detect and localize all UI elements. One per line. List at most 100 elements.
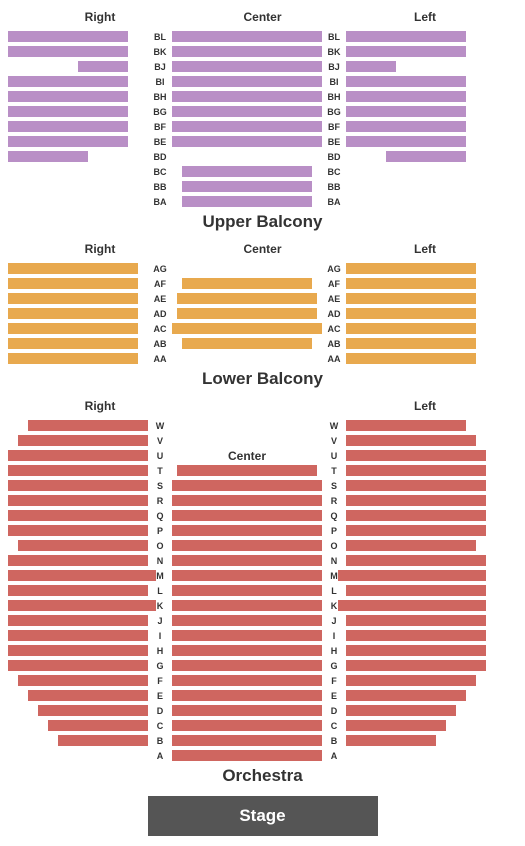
seat-block-center[interactable] [172, 585, 322, 596]
seat-block-center[interactable] [182, 181, 312, 192]
seat-block-center[interactable] [177, 465, 317, 476]
seat-block-center[interactable] [172, 570, 322, 581]
seat-block-left[interactable] [346, 338, 476, 349]
seat-block-center[interactable] [172, 660, 322, 671]
seat-block-right[interactable] [8, 106, 128, 117]
seat-block-center[interactable] [172, 600, 322, 611]
seat-block-center[interactable] [172, 480, 322, 491]
seat-block-right[interactable] [8, 555, 148, 566]
seat-block-left[interactable] [346, 675, 476, 686]
seat-block-left[interactable] [346, 91, 466, 102]
seat-block-center[interactable] [172, 495, 322, 506]
seat-block-left[interactable] [386, 151, 466, 162]
seat-block-left[interactable] [346, 555, 486, 566]
seat-block-left[interactable] [346, 76, 466, 87]
seat-block-left[interactable] [346, 323, 476, 334]
seat-block-center[interactable] [172, 735, 322, 746]
seat-block-left[interactable] [346, 690, 466, 701]
seat-block-left[interactable] [346, 263, 476, 274]
seat-block-left[interactable] [346, 540, 476, 551]
seat-block-left[interactable] [346, 136, 466, 147]
seat-block-left[interactable] [346, 61, 396, 72]
seat-block-left[interactable] [346, 720, 446, 731]
seat-block-center[interactable] [172, 61, 322, 72]
seat-block-right[interactable] [8, 495, 148, 506]
seat-block-right[interactable] [8, 600, 156, 611]
seat-block-left[interactable] [346, 293, 476, 304]
seat-block-right[interactable] [8, 615, 148, 626]
seat-block-center[interactable] [172, 690, 322, 701]
seat-block-left[interactable] [346, 630, 486, 641]
seat-block-center[interactable] [172, 136, 322, 147]
seat-block-center[interactable] [172, 675, 322, 686]
seat-block-right[interactable] [8, 308, 138, 319]
seat-block-right[interactable] [8, 338, 138, 349]
seat-block-center[interactable] [172, 705, 322, 716]
seat-block-right[interactable] [8, 570, 156, 581]
seat-block-center[interactable] [172, 46, 322, 57]
seat-block-right[interactable] [8, 450, 148, 461]
seat-block-left[interactable] [346, 480, 486, 491]
seat-block-right[interactable] [78, 61, 128, 72]
seat-block-right[interactable] [18, 435, 148, 446]
seat-block-left[interactable] [346, 121, 466, 132]
seat-block-center[interactable] [172, 645, 322, 656]
seat-block-right[interactable] [28, 690, 148, 701]
seat-block-center[interactable] [177, 308, 317, 319]
seat-block-right[interactable] [18, 675, 148, 686]
seat-block-left[interactable] [338, 600, 486, 611]
seat-block-left[interactable] [346, 510, 486, 521]
seat-block-left[interactable] [346, 705, 456, 716]
seat-block-center[interactable] [172, 525, 322, 536]
seat-block-center[interactable] [172, 31, 322, 42]
seat-block-right[interactable] [8, 278, 138, 289]
seat-block-right[interactable] [8, 585, 148, 596]
seat-block-right[interactable] [28, 420, 148, 431]
seat-block-right[interactable] [8, 263, 138, 274]
seat-block-left[interactable] [346, 615, 486, 626]
seat-block-left[interactable] [346, 465, 486, 476]
seat-block-right[interactable] [18, 540, 148, 551]
seat-block-center[interactable] [172, 106, 322, 117]
seat-block-right[interactable] [8, 46, 128, 57]
seat-block-right[interactable] [8, 510, 148, 521]
seat-block-center[interactable] [172, 750, 322, 761]
seat-block-center[interactable] [172, 615, 322, 626]
seat-block-right[interactable] [8, 76, 128, 87]
seat-block-center[interactable] [172, 720, 322, 731]
seat-block-right[interactable] [8, 31, 128, 42]
seat-block-left[interactable] [338, 570, 486, 581]
seat-block-right[interactable] [8, 353, 138, 364]
seat-block-center[interactable] [182, 166, 312, 177]
seat-block-left[interactable] [346, 645, 486, 656]
seat-block-right[interactable] [8, 91, 128, 102]
seat-block-center[interactable] [172, 76, 322, 87]
seat-block-right[interactable] [8, 480, 148, 491]
seat-block-right[interactable] [8, 136, 128, 147]
seat-block-center[interactable] [172, 540, 322, 551]
seat-block-right[interactable] [48, 720, 148, 731]
seat-block-left[interactable] [346, 525, 486, 536]
seat-block-left[interactable] [346, 495, 486, 506]
seat-block-center[interactable] [172, 630, 322, 641]
seat-block-left[interactable] [346, 46, 466, 57]
seat-block-center[interactable] [172, 91, 322, 102]
seat-block-left[interactable] [346, 450, 486, 461]
seat-block-right[interactable] [38, 705, 148, 716]
seat-block-left[interactable] [346, 420, 466, 431]
seat-block-center[interactable] [182, 278, 312, 289]
seat-block-right[interactable] [58, 735, 148, 746]
seat-block-center[interactable] [172, 510, 322, 521]
seat-block-right[interactable] [8, 121, 128, 132]
seat-block-right[interactable] [8, 525, 148, 536]
seat-block-right[interactable] [8, 293, 138, 304]
seat-block-center[interactable] [182, 196, 312, 207]
seat-block-left[interactable] [346, 585, 486, 596]
seat-block-right[interactable] [8, 660, 148, 671]
seat-block-right[interactable] [8, 323, 138, 334]
seat-block-left[interactable] [346, 735, 436, 746]
seat-block-left[interactable] [346, 278, 476, 289]
seat-block-center[interactable] [172, 555, 322, 566]
seat-block-left[interactable] [346, 660, 486, 671]
seat-block-center[interactable] [182, 338, 312, 349]
